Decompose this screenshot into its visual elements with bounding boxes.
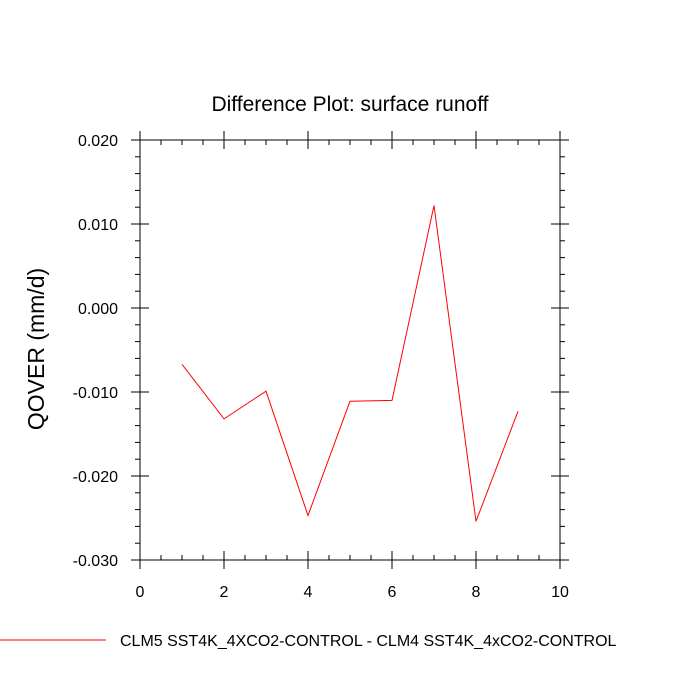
- y-tick-label: -0.030: [73, 553, 118, 570]
- y-tick-label: 0.010: [78, 217, 118, 234]
- x-tick-label: 2: [220, 584, 229, 601]
- x-tick-label: 10: [551, 584, 569, 601]
- y-tick-label: -0.020: [73, 469, 118, 486]
- x-tick-label: 8: [472, 584, 481, 601]
- legend-entry-label: CLM5 SST4K_4XCO2-CONTROL - CLM4 SST4K_4x…: [120, 633, 617, 650]
- y-axis-tick-labels: -0.030 -0.020 -0.010 0.000 0.010 0.020: [73, 133, 118, 570]
- y-tick-label: 0.020: [78, 133, 118, 150]
- plot-area-frame: [139, 139, 561, 561]
- x-tick-label: 6: [388, 584, 397, 601]
- y-axis-label: QOVER (mm/d): [23, 268, 49, 430]
- legend: CLM5 SST4K_4XCO2-CONTROL - CLM4 SST4K_4x…: [0, 633, 617, 650]
- axis-ticks: [131, 131, 569, 569]
- y-tick-label: 0.000: [78, 301, 118, 318]
- series-line: [181, 205, 519, 522]
- x-tick-label: 4: [304, 584, 313, 601]
- series-layer: [181, 205, 519, 522]
- chart-title: Difference Plot: surface runoff: [211, 93, 488, 116]
- x-tick-label: 0: [136, 584, 145, 601]
- y-tick-label: -0.010: [73, 385, 118, 402]
- x-axis-tick-labels: 0 2 4 6 8 10: [136, 584, 569, 601]
